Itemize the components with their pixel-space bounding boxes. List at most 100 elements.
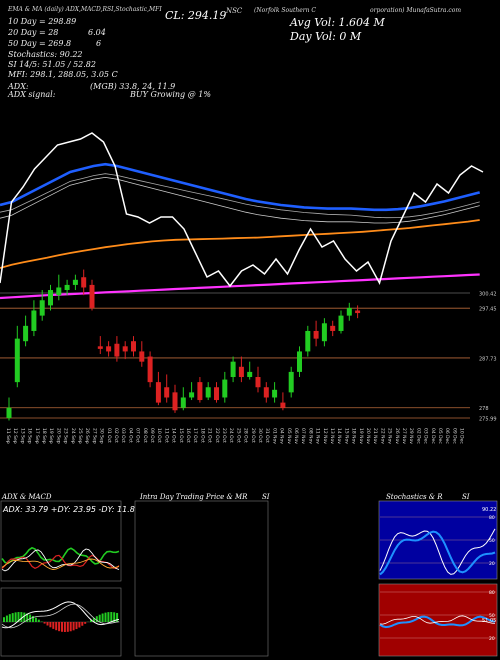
close-price-label: CL: 294.19 <box>165 9 227 22</box>
date-label: 12 Nov <box>322 428 328 444</box>
candle-body <box>72 279 78 285</box>
macd-histogram-bar <box>63 622 66 632</box>
date-label: 16 Oct <box>185 428 191 443</box>
candle-body <box>189 392 195 398</box>
adx-signal-line <box>1 558 120 570</box>
candle-body <box>355 310 361 314</box>
date-label: 11 Oct <box>163 428 169 443</box>
date-label: 07 Oct <box>135 428 141 443</box>
candle-body <box>122 346 128 352</box>
date-label: 29 Nov <box>408 428 414 444</box>
date-label: 17 Oct <box>192 428 198 443</box>
candle-body <box>147 356 153 383</box>
macd-histogram-bar <box>23 612 26 622</box>
rsi-axis-label: 50 <box>489 613 495 619</box>
macd-histogram-bar <box>92 617 95 622</box>
stochastics-readout: Stochastics: 90.22 <box>8 50 83 59</box>
candle-body <box>89 284 95 308</box>
macd-histogram-bar <box>66 622 69 632</box>
candle-body <box>255 377 261 388</box>
ticker-label: NSC <box>226 7 243 15</box>
date-label: 23 Sep <box>63 428 69 444</box>
adx-signal-label: ADX signal: <box>8 90 56 99</box>
date-label: 15 Oct <box>178 428 184 443</box>
candle-body <box>39 300 45 316</box>
date-label: 31 Oct <box>264 428 270 443</box>
price-level-label: 275.99 <box>479 417 497 423</box>
corporation-label: orporation) MunafaSutra.com <box>370 7 462 14</box>
ma-200-line <box>0 273 480 300</box>
macd-histogram-bar <box>75 622 78 630</box>
stoch-si: SI <box>462 493 470 501</box>
price-level-label: 300.42 <box>479 292 497 298</box>
ma-gray-line-1 <box>0 173 480 219</box>
ma-20-day-value: 6.04 <box>88 28 106 37</box>
candle-body <box>263 387 269 398</box>
date-label: 04 Dec <box>430 428 436 444</box>
date-label: 01 Oct <box>106 428 112 443</box>
candle-body <box>272 389 278 398</box>
candle-body <box>23 325 29 342</box>
price-level-labels: 300.42 297.45 287.73 278 275.99 <box>479 292 497 423</box>
stoch-k-line <box>379 528 496 575</box>
date-label: 26 Sep <box>84 428 90 444</box>
macd-line <box>1 601 120 629</box>
date-label: 25 Sep <box>77 428 83 444</box>
date-label: 11 Nov <box>315 428 321 444</box>
date-label: 02 Dec <box>415 428 421 444</box>
date-label: 30 Sep <box>99 428 105 444</box>
rsi-axis-label: 20 <box>489 636 495 642</box>
date-label: 10 Dec <box>459 428 465 444</box>
macd-histogram-bar <box>20 612 23 622</box>
candle-body <box>230 361 236 378</box>
candle-body <box>56 287 62 296</box>
rsi-panel <box>378 583 498 657</box>
adx-panel <box>0 500 122 582</box>
candle-body <box>164 387 170 398</box>
date-label: 15 Nov <box>343 428 349 444</box>
date-label: 24 Oct <box>228 428 234 443</box>
candle-body <box>288 371 294 393</box>
buy-signal: BUY Growing @ 1% <box>130 90 211 99</box>
intraday-title: Intra Day Trading Price & MR <box>140 493 248 501</box>
macd-histogram-bar <box>8 614 11 622</box>
candle-body <box>131 341 136 352</box>
ma-50-day-value: 6 <box>96 39 102 48</box>
date-label: 06 Dec <box>444 428 450 444</box>
date-label: 06 Nov <box>293 428 299 444</box>
adx-line <box>1 548 120 572</box>
macd-lines <box>1 601 120 632</box>
candle-body <box>31 310 37 331</box>
date-label: 18 Sep <box>41 428 47 444</box>
date-label: 03 Dec <box>423 428 429 444</box>
date-label: 20 Nov <box>365 428 371 444</box>
rsi-value-tag: 51.05 <box>482 618 496 624</box>
candle-body <box>197 382 203 401</box>
ma-100-line <box>0 219 480 269</box>
macd-histogram-bar <box>14 612 17 622</box>
date-label: 25 Oct <box>235 428 241 443</box>
macd-signal-line <box>1 603 120 629</box>
mfi-readout: MFI: 298.1, 288.05, 3.05 C <box>8 70 118 79</box>
date-label: 27 Nov <box>401 428 407 444</box>
rsi-lines: 51.05 <box>379 615 496 629</box>
macd-histogram-bar <box>90 619 92 622</box>
date-label: 19 Sep <box>48 428 54 444</box>
candle-body <box>172 392 178 411</box>
candlesticks <box>6 269 361 421</box>
stoch-grid: 80 50 20 <box>380 515 496 567</box>
price-level-label: 278 <box>479 406 489 412</box>
macd-histogram-bar <box>110 612 113 622</box>
candle-body <box>346 307 352 316</box>
macd-histogram-bar <box>46 622 49 626</box>
macd-histogram-bar <box>3 617 5 622</box>
adx-lines <box>1 546 120 572</box>
macd-histogram-bar <box>95 616 98 622</box>
macd-histogram-bar <box>72 622 75 631</box>
rsi-grid: 80 50 20 <box>380 590 496 642</box>
ma-50-day: 50 Day = 269.8 <box>8 39 72 48</box>
macd-histogram-bar <box>78 622 81 628</box>
stoch-title: Stochastics & R <box>386 493 443 501</box>
macd-histogram-bar <box>32 616 34 622</box>
date-label: 21 Oct <box>207 428 213 443</box>
